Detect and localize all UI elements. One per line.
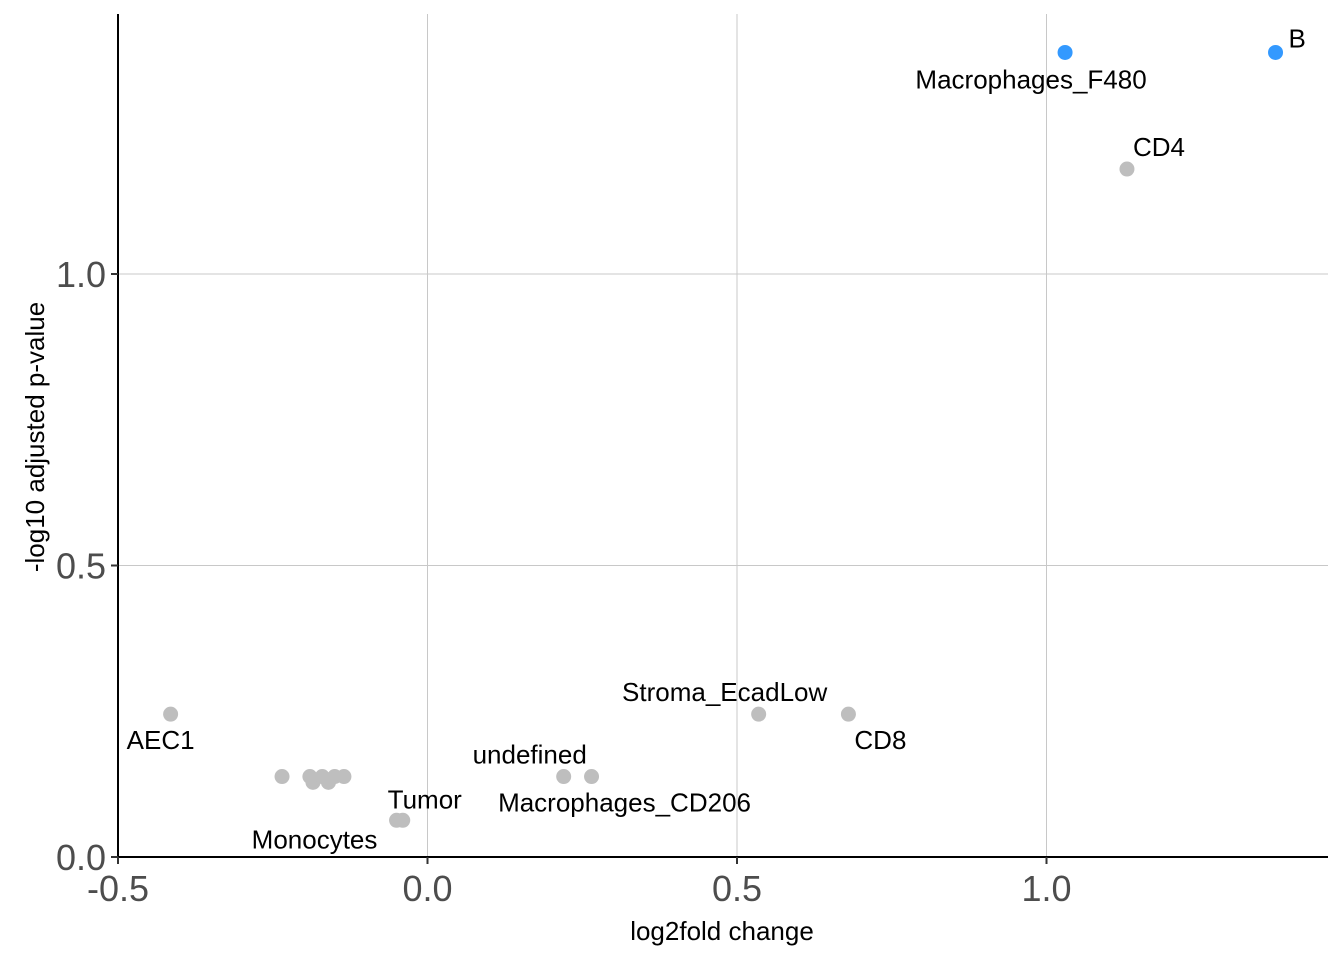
point-label: Monocytes [252, 824, 378, 854]
y-tick-label: 0.0 [56, 837, 106, 878]
point-labels: B Macrophages_F480 CD4 CD8 Stroma_EcadLow AEC… [127, 23, 1306, 854]
data-point [336, 769, 352, 785]
data-point [840, 706, 856, 722]
x-axis-title: log2fold change [630, 916, 814, 946]
point-label: B [1289, 23, 1306, 53]
points [163, 44, 1284, 828]
point-label: AEC1 [127, 725, 195, 755]
point-label: CD8 [854, 725, 906, 755]
data-point [751, 706, 767, 722]
data-point [1119, 161, 1135, 177]
point-label: Tumor [388, 784, 462, 814]
y-tick-label: 0.5 [56, 546, 106, 587]
x-tick-label: -0.5 [87, 868, 149, 909]
point-label: CD4 [1133, 132, 1185, 162]
data-point [274, 769, 290, 785]
point-label: undefined [473, 740, 587, 770]
data-point [584, 769, 600, 785]
significant-point [1057, 44, 1073, 60]
x-tick-label: 0.5 [712, 868, 762, 909]
axes: -0.5 0.0 0.5 1.00.00.51.0 [56, 14, 1328, 909]
x-tick-label: 0.0 [402, 868, 452, 909]
point-label: Macrophages_F480 [915, 64, 1146, 94]
point-label: Macrophages_CD206 [498, 788, 751, 818]
y-axis-title: -log10 adjusted p-value [20, 302, 50, 572]
y-tick-label: 1.0 [56, 254, 106, 295]
point-label: Stroma_EcadLow [622, 677, 827, 707]
significant-point [1268, 44, 1284, 60]
data-point [163, 706, 179, 722]
x-tick-label: 1.0 [1021, 868, 1071, 909]
data-point [389, 812, 405, 828]
data-point [556, 769, 572, 785]
